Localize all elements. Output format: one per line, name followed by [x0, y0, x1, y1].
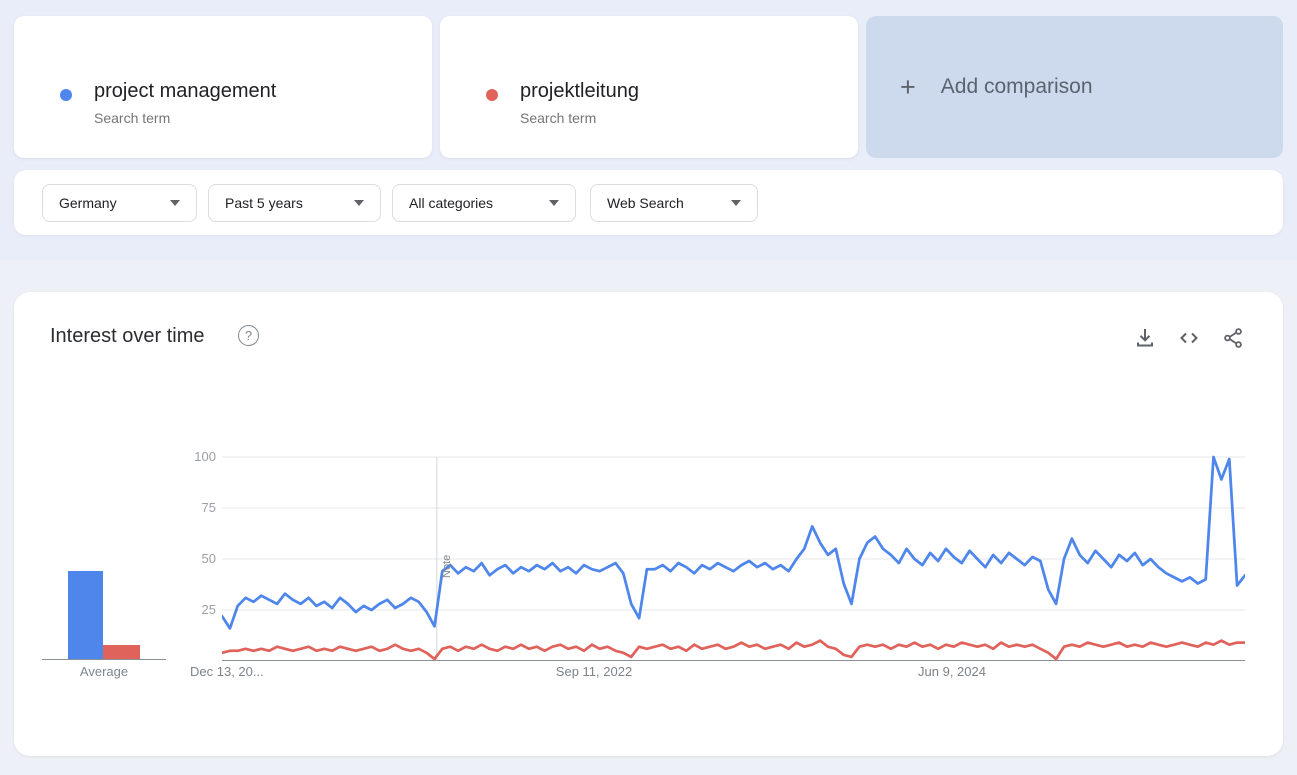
filter-timerange-label: Past 5 years — [225, 195, 303, 211]
plus-icon: + — [900, 71, 916, 102]
add-comparison-button[interactable]: + Add comparison — [866, 16, 1283, 158]
chevron-down-icon — [354, 200, 364, 206]
average-bar-projektleitung — [103, 645, 140, 659]
search-terms-row: project management Search term projektle… — [14, 16, 1283, 158]
filter-category-dropdown[interactable]: All categories — [392, 184, 576, 222]
filter-searchtype-dropdown[interactable]: Web Search — [590, 184, 758, 222]
filter-bar: Germany Past 5 years All categories Web … — [14, 170, 1283, 235]
chevron-down-icon — [549, 200, 559, 206]
series-dot-red-icon — [486, 89, 498, 101]
search-term-title: project management — [94, 80, 277, 102]
chevron-down-icon — [731, 200, 741, 206]
average-bar-project-management — [68, 571, 103, 659]
download-icon[interactable] — [1133, 326, 1157, 350]
filter-category-label: All categories — [409, 195, 494, 211]
search-term-subtitle: Search term — [94, 110, 171, 126]
y-tick-50: 50 — [201, 551, 216, 566]
interest-over-time-card: Interest over time ? Average 100 75 50 2… — [14, 292, 1283, 756]
x-tick-middle: Sep 11, 2022 — [555, 664, 633, 679]
chevron-down-icon — [170, 200, 180, 206]
average-axis-line — [42, 659, 166, 660]
add-comparison-label: Add comparison — [940, 75, 1093, 98]
y-tick-100: 100 — [194, 449, 216, 464]
help-icon[interactable]: ? — [238, 325, 259, 346]
series-dot-blue-icon — [60, 89, 72, 101]
filter-country-label: Germany — [59, 195, 117, 211]
filter-timerange-dropdown[interactable]: Past 5 years — [208, 184, 381, 222]
chart-title: Interest over time — [50, 325, 205, 347]
share-icon[interactable] — [1221, 326, 1245, 350]
average-label: Average — [79, 664, 129, 679]
x-tick-right: Jun 9, 2024 — [918, 664, 986, 679]
filter-country-dropdown[interactable]: Germany — [42, 184, 197, 222]
y-tick-25: 25 — [201, 602, 216, 617]
search-term-title: projektleitung — [520, 80, 639, 102]
search-term-subtitle: Search term — [520, 110, 597, 126]
embed-code-icon[interactable] — [1177, 326, 1201, 350]
note-marker-label[interactable]: Note — [441, 554, 453, 578]
x-tick-start: Dec 13, 20... — [190, 664, 264, 679]
interest-over-time-line-chart[interactable] — [222, 448, 1245, 661]
filter-searchtype-label: Web Search — [607, 195, 684, 211]
search-term-card-projektleitung[interactable]: projektleitung Search term — [440, 16, 858, 158]
search-term-card-project-management[interactable]: project management Search term — [14, 16, 432, 158]
y-tick-75: 75 — [201, 500, 216, 515]
